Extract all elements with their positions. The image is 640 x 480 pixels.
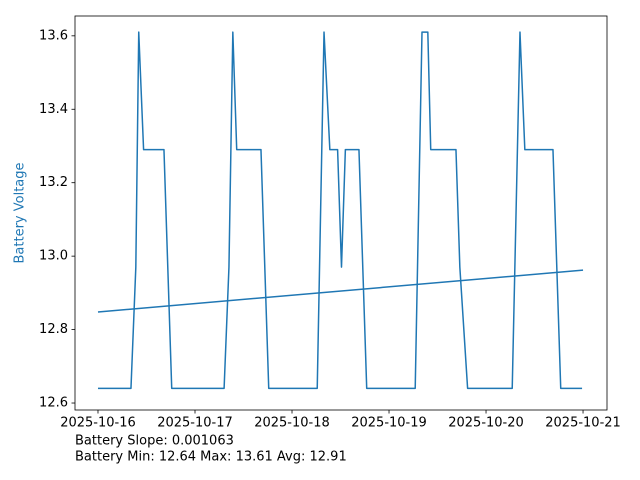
- y-tick-label: 12.8: [39, 322, 68, 337]
- annotation: Battery Min: 12.64 Max: 13.61 Avg: 12.91: [75, 450, 347, 465]
- x-tick-label: 2025-10-17: [157, 416, 233, 431]
- y-tick-label: 12.6: [39, 396, 68, 411]
- x-tick-label: 2025-10-21: [545, 416, 621, 431]
- annotation: Battery Slope: 0.001063: [75, 434, 234, 449]
- x-tick-label: 2025-10-19: [351, 416, 427, 431]
- y-tick-label: 13.0: [39, 249, 68, 264]
- x-tick-label: 2025-10-18: [254, 416, 330, 431]
- data-line: [97, 31, 583, 390]
- x-tick-label: 2025-10-20: [448, 416, 524, 431]
- x-tick-label: 2025-10-16: [60, 416, 136, 431]
- y-tick-label: 13.2: [39, 175, 68, 190]
- plot-frame: [74, 15, 608, 411]
- data-line: [97, 269, 584, 313]
- y-tick-label: 13.4: [39, 102, 68, 117]
- y-axis-label: Battery Voltage: [13, 162, 28, 263]
- y-tick-label: 13.6: [39, 28, 68, 43]
